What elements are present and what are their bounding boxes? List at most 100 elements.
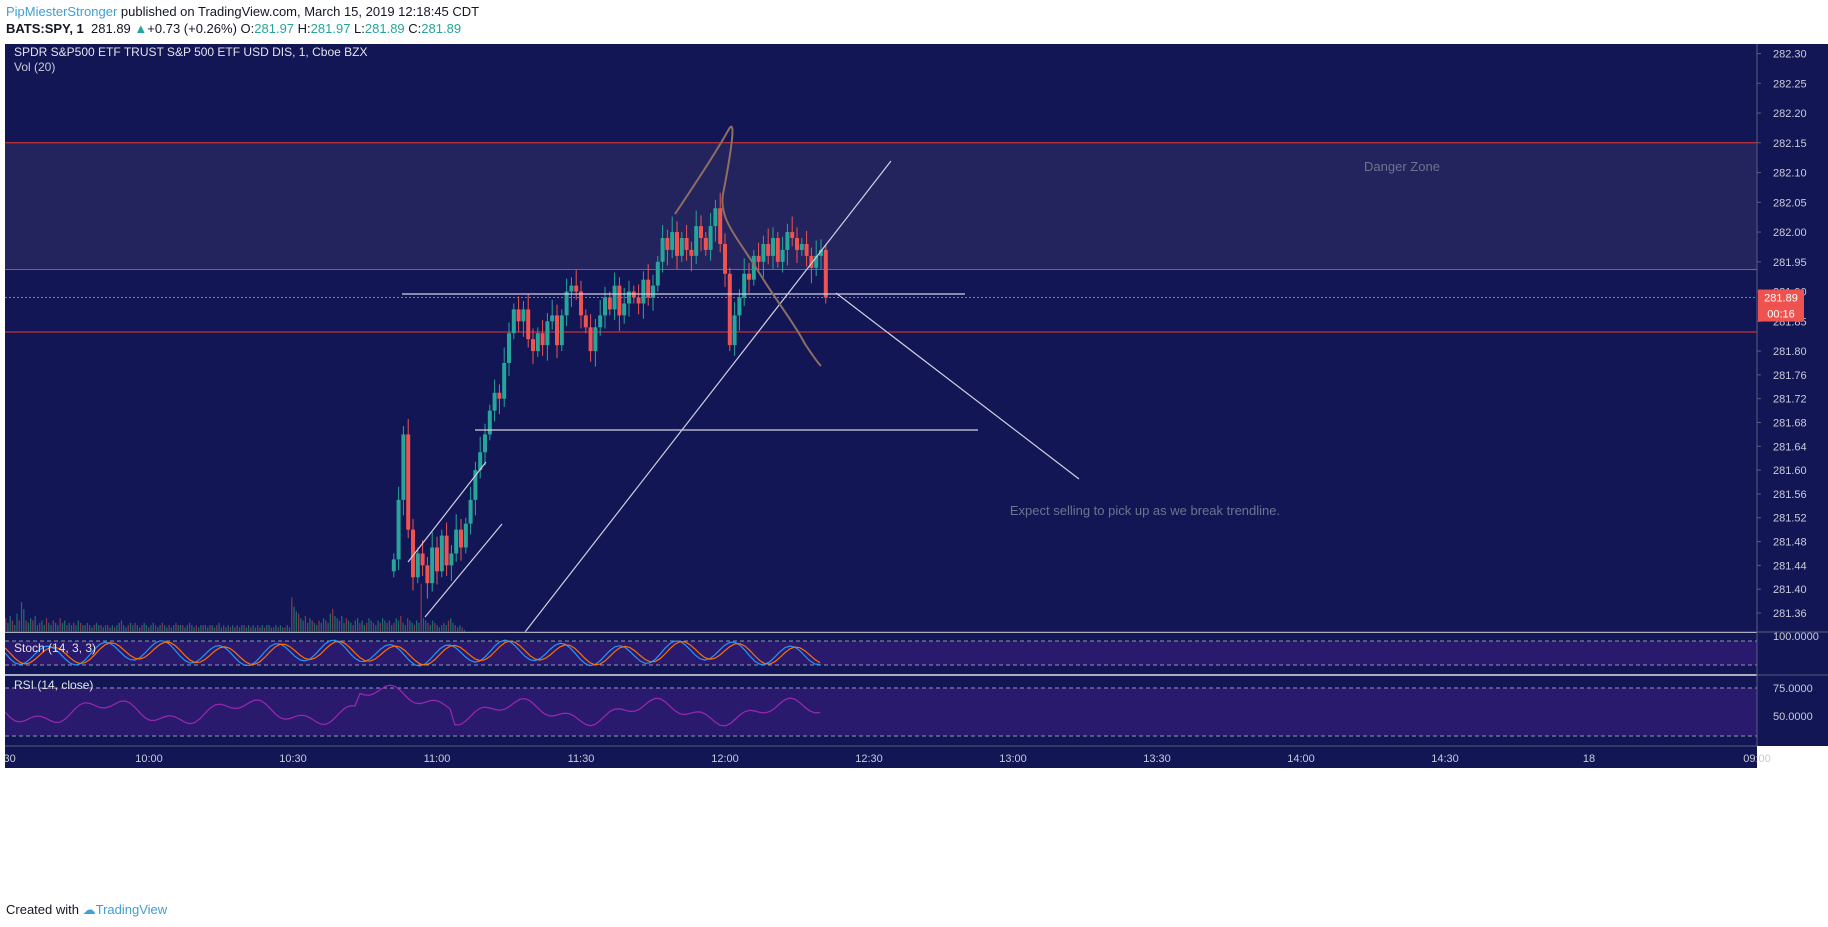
volume-bar <box>329 613 332 632</box>
volume-bar <box>98 625 100 632</box>
volume-bar <box>182 625 184 632</box>
volume-bar <box>316 625 318 632</box>
candle-body <box>780 249 785 262</box>
volume-bar <box>188 622 191 632</box>
volume-bar <box>184 627 186 632</box>
time-axis[interactable] <box>5 746 1757 768</box>
volume-bar <box>427 622 429 632</box>
volume-bar <box>186 625 188 632</box>
candle-body <box>651 285 655 298</box>
last-price-tag: 281.89 00:16 <box>1758 289 1804 322</box>
candle-body <box>727 273 732 346</box>
tradingview-logo-icon[interactable]: ☁ <box>82 902 96 917</box>
volume-bar <box>418 622 420 632</box>
volume-bar <box>422 618 425 632</box>
volume-bar <box>136 625 138 632</box>
trendline[interactable] <box>524 160 892 633</box>
volume-bar <box>73 622 75 632</box>
last-price-tag-text: 281.89 <box>1764 293 1798 305</box>
volume-bar <box>95 622 98 632</box>
channel-top-line[interactable] <box>407 461 487 563</box>
volume-bar <box>416 620 418 632</box>
volume-bar <box>325 620 327 632</box>
volume-label: Vol (20) <box>14 60 55 74</box>
volume-bar <box>82 625 84 632</box>
volume-bar <box>170 627 173 632</box>
channel-bottom-line[interactable] <box>424 523 503 618</box>
volume-bar <box>381 618 384 632</box>
volume-bar <box>66 625 68 632</box>
volume-bar <box>243 625 245 632</box>
volume-bar <box>227 625 229 632</box>
chart-title: SPDR S&P500 ETF TRUST S&P 500 ETF USD DI… <box>14 45 367 59</box>
volume-bar <box>104 625 107 632</box>
volume-bar <box>161 622 163 632</box>
chart-area[interactable]: Danger Zone Expect selling to pick up as… <box>0 44 1828 890</box>
zone-lines[interactable] <box>5 142 1757 333</box>
volume-bar <box>129 622 132 632</box>
candle-body <box>540 333 545 346</box>
volume-bar <box>327 622 329 632</box>
volume-bar <box>293 606 295 632</box>
candle-body <box>420 553 425 566</box>
low-label: L: <box>354 21 365 36</box>
volume-bar <box>48 622 50 632</box>
price-change: +0.73 (+0.26%) <box>147 21 237 36</box>
projection-line[interactable] <box>835 292 1080 480</box>
author-link[interactable]: PipMiesterStronger <box>6 4 118 19</box>
volume-bar <box>379 622 381 632</box>
volume-bar <box>434 622 436 632</box>
volume-bar <box>238 627 241 632</box>
volume-bar <box>456 627 459 632</box>
main-pane[interactable] <box>5 44 1757 632</box>
volume-bar <box>334 615 336 632</box>
volume-bar <box>211 625 213 632</box>
x-tick-label-11: 18 <box>1583 753 1595 765</box>
candle-body <box>804 243 809 256</box>
volume-bar <box>397 620 400 632</box>
candle-body <box>723 243 727 274</box>
candle-body <box>751 255 756 280</box>
volume-bar <box>77 620 79 632</box>
price-axis[interactable] <box>1757 44 1828 746</box>
y-tick-label-5: 282.05 <box>1773 197 1807 209</box>
volume-bar <box>352 625 354 632</box>
candle-body <box>559 315 564 346</box>
chart-svg[interactable]: Danger Zone Expect selling to pick up as… <box>0 44 1828 890</box>
stoch-level-100: 100.0000 <box>1773 631 1819 643</box>
y-tick-label-10: 281.80 <box>1773 346 1807 358</box>
volume-bar <box>91 627 93 632</box>
y-tick-label-2: 282.20 <box>1773 108 1807 120</box>
danger-zone-box[interactable] <box>5 142 1757 270</box>
high-value: 281.97 <box>310 21 351 36</box>
candle-body <box>655 261 660 286</box>
candle-body <box>396 499 401 560</box>
candle-body <box>550 315 555 322</box>
volume-bar <box>175 622 177 632</box>
volume-bar <box>193 627 195 632</box>
volume-bar <box>200 625 202 632</box>
volume-bar <box>332 609 334 632</box>
open-value: 281.97 <box>254 21 295 36</box>
candle-body <box>617 285 622 316</box>
volume-bar <box>102 627 104 632</box>
volume-bar <box>443 622 445 632</box>
candle-body <box>785 232 790 250</box>
volume-bar <box>450 618 452 632</box>
publish-info: PipMiesterStronger published on TradingV… <box>6 4 479 19</box>
rsi-label: RSI (14, close) <box>14 678 93 692</box>
volume-bar <box>195 625 198 632</box>
candle-body <box>593 327 598 352</box>
volume-bar <box>141 625 143 632</box>
y-tick-label-1: 282.25 <box>1773 78 1807 90</box>
tradingview-brand[interactable]: TradingView <box>95 902 168 917</box>
candle-body <box>679 238 684 256</box>
volume-bar <box>247 625 250 632</box>
close-value: 281.89 <box>421 21 462 36</box>
hand-drawn-curve[interactable] <box>674 125 822 367</box>
candle-body <box>454 529 459 554</box>
y-tick-label-0: 282.30 <box>1773 49 1807 61</box>
drawings[interactable] <box>402 160 1080 633</box>
y-tick-label-7: 281.95 <box>1773 257 1807 269</box>
candle-body <box>531 339 535 352</box>
